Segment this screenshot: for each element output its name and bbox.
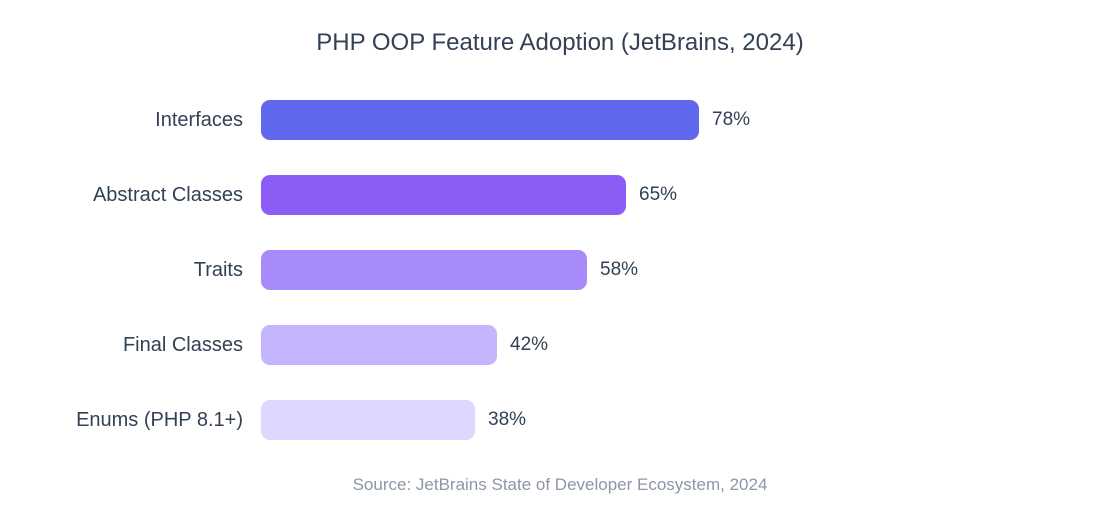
bar-track: 78% <box>261 100 1120 140</box>
bar-track: 58% <box>261 250 1120 290</box>
category-label: Interfaces <box>155 108 243 131</box>
category-label: Abstract Classes <box>92 183 243 206</box>
bars-area: Interfaces 78% Abstract Classes 65% Traits 58… <box>0 100 1120 440</box>
bar <box>261 325 497 365</box>
bar <box>261 250 587 290</box>
value-label: 42% <box>510 334 549 355</box>
bar-row: Abstract Classes 65% <box>0 175 1120 215</box>
value-label: 65% <box>639 184 678 205</box>
category-label: Final Classes <box>122 333 243 356</box>
bar-track: 65% <box>261 175 1120 215</box>
bar-row: Enums (PHP 8.1+) 38% <box>0 400 1120 440</box>
value-label: 58% <box>600 259 639 280</box>
bar-row: Final Classes 42% <box>0 325 1120 365</box>
bar-row: Traits 58% <box>0 250 1120 290</box>
bar <box>261 175 626 215</box>
bar-row: Interfaces 78% <box>0 100 1120 140</box>
bar <box>261 400 475 440</box>
bar <box>261 100 699 140</box>
category-label: Enums (PHP 8.1+) <box>76 408 243 431</box>
category-label: Traits <box>193 258 243 281</box>
value-label: 78% <box>712 109 751 130</box>
bar-track: 42% <box>261 325 1120 365</box>
chart-title: PHP OOP Feature Adoption (JetBrains, 202… <box>316 29 804 56</box>
value-label: 38% <box>488 409 527 430</box>
source-caption: Source: JetBrains State of Developer Eco… <box>352 475 768 494</box>
bar-track: 38% <box>261 400 1120 440</box>
